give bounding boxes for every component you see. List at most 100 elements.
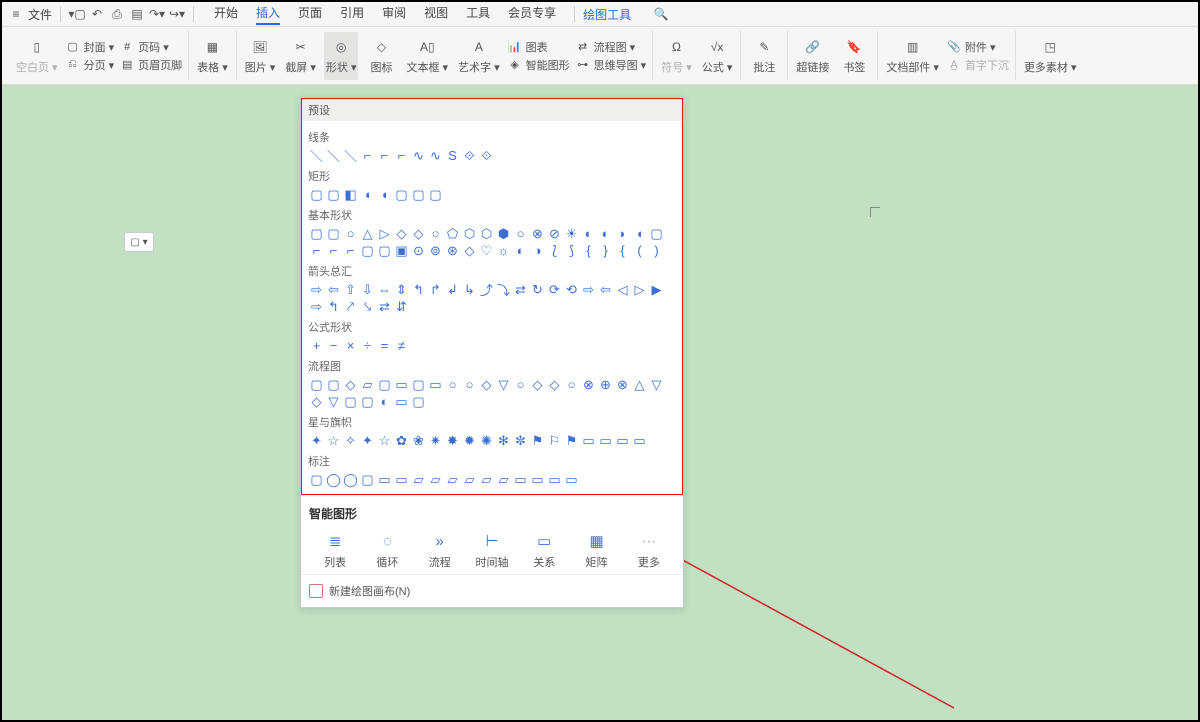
shape-glyph[interactable]: ◇ [461, 242, 478, 259]
shape-glyph[interactable]: ▢ [308, 471, 325, 488]
shape-glyph[interactable]: ✼ [512, 432, 529, 449]
shape-glyph[interactable]: ⇔ [376, 281, 393, 298]
print-icon[interactable]: ⎙ [109, 6, 125, 22]
shape-glyph[interactable]: ◇ [308, 393, 325, 410]
smart-item[interactable]: ⋯更多 [625, 532, 673, 570]
preview-icon[interactable]: ▤ [129, 6, 145, 22]
shape-glyph[interactable]: ⌐ [393, 147, 410, 164]
shape-glyph[interactable]: ⊚ [427, 242, 444, 259]
shape-glyph[interactable]: ＼ [342, 147, 359, 164]
shape-glyph[interactable]: { [580, 242, 597, 259]
shape-glyph[interactable]: ▱ [359, 376, 376, 393]
shape-glyph[interactable]: ⇨ [308, 281, 325, 298]
smart-item[interactable]: ◌循环 [363, 532, 411, 570]
tab-review[interactable]: 审阅 [382, 4, 406, 25]
shape-glyph[interactable]: ✷ [427, 432, 444, 449]
shape-glyph[interactable]: ◐ [597, 225, 614, 242]
shape-glyph[interactable]: ▢ [308, 376, 325, 393]
shape-glyph[interactable]: ◁ [614, 281, 631, 298]
header-footer-button[interactable]: ▤页眉页脚 [120, 57, 182, 73]
floating-object-button[interactable]: ▢ ▾ [124, 232, 154, 252]
shape-glyph[interactable]: ○ [512, 225, 529, 242]
shape-glyph[interactable]: ▢ [648, 225, 665, 242]
shape-glyph[interactable]: ◑ [529, 242, 546, 259]
shape-glyph[interactable]: ⤤ [342, 298, 359, 315]
shape-glyph[interactable]: ○ [563, 376, 580, 393]
shape-glyph[interactable]: ⬢ [495, 225, 512, 242]
shape-glyph[interactable]: ◯ [342, 471, 359, 488]
shape-glyph[interactable]: ▭ [427, 376, 444, 393]
shape-glyph[interactable]: ⟐ [478, 147, 495, 164]
shape-glyph[interactable]: ＼ [325, 147, 342, 164]
dropcap-button[interactable]: A̲首字下沉 [947, 57, 1009, 73]
shape-glyph[interactable]: ⇄ [376, 298, 393, 315]
shape-glyph[interactable]: ▱ [427, 471, 444, 488]
shape-glyph[interactable]: ⚑ [563, 432, 580, 449]
icons-button[interactable]: ◇图标 [364, 32, 398, 80]
shape-glyph[interactable]: ▱ [410, 471, 427, 488]
shape-glyph[interactable]: ▱ [444, 471, 461, 488]
shape-glyph[interactable]: ◐ [580, 225, 597, 242]
shape-glyph[interactable]: ✿ [393, 432, 410, 449]
shape-glyph[interactable]: ◐ [376, 393, 393, 410]
shape-glyph[interactable]: ↳ [461, 281, 478, 298]
shape-glyph[interactable]: ▢ [410, 376, 427, 393]
smart-item[interactable]: ≣列表 [311, 532, 359, 570]
shape-glyph[interactable]: ◗ [614, 225, 631, 242]
chart-button[interactable]: 📊图表 [508, 39, 570, 55]
shape-glyph[interactable]: { [614, 242, 631, 259]
shape-glyph[interactable]: ◐ [512, 242, 529, 259]
smart-item[interactable]: ▦矩阵 [573, 532, 621, 570]
shape-glyph[interactable]: − [325, 337, 342, 354]
shapes-button[interactable]: ◎形状 ▾ [324, 32, 359, 80]
shape-glyph[interactable]: = [376, 337, 393, 354]
shape-glyph[interactable]: ◇ [410, 225, 427, 242]
shape-glyph[interactable]: ▢ [359, 393, 376, 410]
table-button[interactable]: ▦ 表格 ▾ [195, 32, 230, 80]
shape-glyph[interactable]: ○ [427, 225, 444, 242]
shape-glyph[interactable]: ⬠ [444, 225, 461, 242]
attach-button[interactable]: 📎附件 ▾ [947, 39, 1009, 55]
shape-glyph[interactable]: ⬡ [461, 225, 478, 242]
shape-glyph[interactable]: ⊘ [546, 225, 563, 242]
picture-button[interactable]: 🖼图片 ▾ [243, 32, 278, 80]
shape-glyph[interactable]: ⬡ [478, 225, 495, 242]
shape-glyph[interactable]: ⚐ [546, 432, 563, 449]
shape-glyph[interactable]: ⊕ [597, 376, 614, 393]
shape-glyph[interactable]: ⌐ [376, 147, 393, 164]
shape-glyph[interactable]: ⤥ [359, 298, 376, 315]
flowchart-button[interactable]: ⇄流程图 ▾ [576, 39, 647, 55]
shape-glyph[interactable]: ✦ [359, 432, 376, 449]
shape-glyph[interactable]: ↱ [427, 281, 444, 298]
tab-page[interactable]: 页面 [298, 4, 322, 25]
shape-glyph[interactable]: ⇨ [580, 281, 597, 298]
shape-glyph[interactable]: ◇ [478, 376, 495, 393]
shape-glyph[interactable]: ＼ [308, 147, 325, 164]
shape-glyph[interactable]: ▱ [495, 471, 512, 488]
smartart-button[interactable]: ◈智能图形 [508, 57, 570, 73]
shape-glyph[interactable]: ▶ [648, 281, 665, 298]
shape-glyph[interactable]: ⇧ [342, 281, 359, 298]
shape-glyph[interactable]: ▽ [325, 393, 342, 410]
shape-glyph[interactable]: ▭ [580, 432, 597, 449]
shape-glyph[interactable]: ✺ [478, 432, 495, 449]
undo-icon[interactable]: ↶ [89, 6, 105, 22]
formula-button[interactable]: √x公式 ▾ [700, 32, 735, 80]
shape-glyph[interactable]: ⇦ [597, 281, 614, 298]
smart-item[interactable]: »流程 [416, 532, 464, 570]
shape-glyph[interactable]: ▷ [631, 281, 648, 298]
shape-glyph[interactable]: ▭ [393, 471, 410, 488]
page-num-button[interactable]: #页码 ▾ [120, 39, 182, 55]
shape-glyph[interactable]: ✧ [342, 432, 359, 449]
shape-glyph[interactable]: ⟲ [563, 281, 580, 298]
comment-button[interactable]: ✎批注 [747, 32, 781, 80]
tab-draw-tools[interactable]: 绘图工具 [583, 6, 631, 23]
tab-view[interactable]: 视图 [424, 4, 448, 25]
more-button[interactable]: ◳更多素材 ▾ [1022, 32, 1079, 80]
split-page-button[interactable]: ⎌分页 ▾ [66, 57, 115, 73]
shape-glyph[interactable]: ) [648, 242, 665, 259]
shape-glyph[interactable]: ⟅ [546, 242, 563, 259]
shape-glyph[interactable]: ▽ [648, 376, 665, 393]
wordart-button[interactable]: A艺术字 ▾ [456, 32, 502, 80]
shape-glyph[interactable]: ○ [444, 376, 461, 393]
